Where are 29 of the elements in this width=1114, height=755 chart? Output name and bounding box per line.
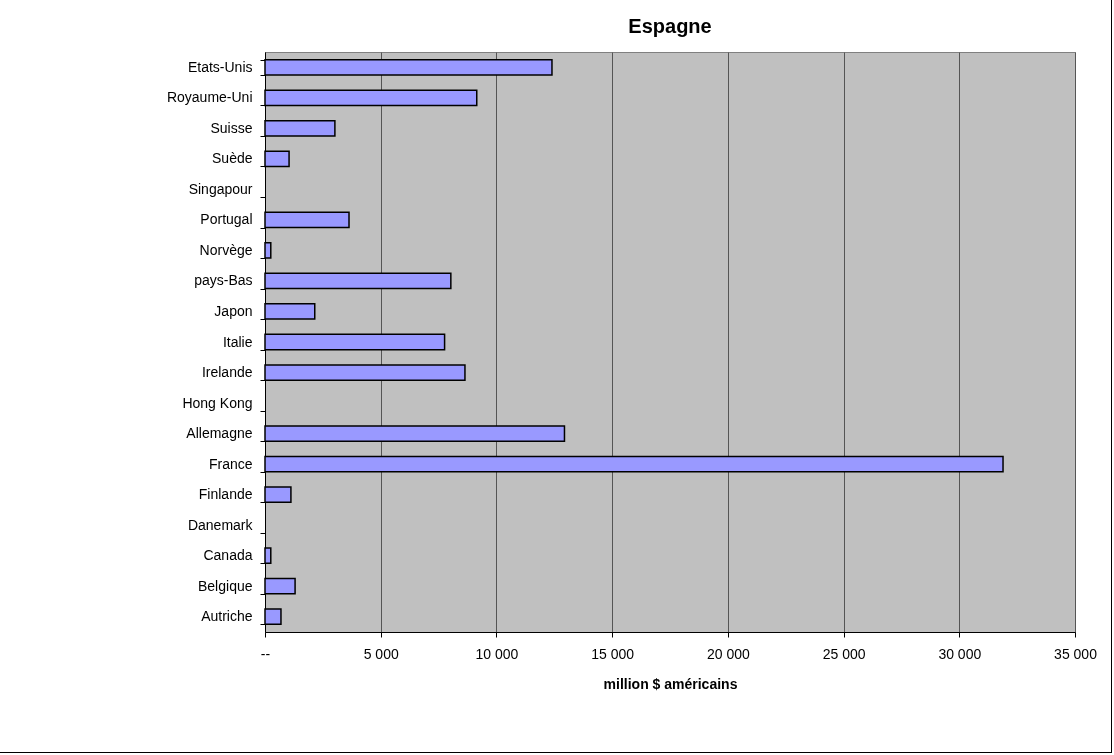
y-tick-label: Portugal: [200, 211, 253, 228]
y-tick-label: Suède: [212, 150, 253, 167]
x-axis-title: million $ américains: [603, 675, 738, 692]
y-tick-label: France: [208, 455, 253, 472]
y-tick-label: Royaume-Uni: [166, 89, 253, 106]
y-tick-label: Hong Kong: [182, 394, 253, 411]
y-tick-label: Japon: [214, 302, 253, 319]
x-tick-label: 15 000: [591, 645, 635, 662]
x-tick-label: --: [260, 645, 271, 662]
y-tick-label: Suisse: [210, 119, 253, 136]
y-tick-label: Etats-Unis: [187, 58, 253, 75]
y-tick-label: Autriche: [201, 608, 253, 625]
x-tick-label: 5 000: [363, 645, 399, 662]
y-tick-label: Canada: [203, 547, 253, 564]
y-tick-label: Belgique: [198, 577, 253, 594]
y-tick-label: Norvège: [199, 241, 253, 258]
y-tick-label: Allemagne: [186, 425, 253, 442]
y-tick-label: Italie: [222, 333, 253, 350]
x-tick-label: 20 000: [706, 645, 750, 662]
y-tick-label: pays-Bas: [194, 272, 253, 289]
x-tick-label: 10 000: [475, 645, 519, 662]
x-tick-label: 30 000: [938, 645, 982, 662]
x-tick-label: 25 000: [822, 645, 866, 662]
chart-title: Espagne: [628, 15, 712, 37]
x-tick-label: 35 000: [1054, 645, 1098, 662]
y-tick-label: Irelande: [201, 364, 253, 381]
y-tick-label: Finlande: [198, 486, 253, 503]
y-tick-label: Singapour: [188, 180, 253, 197]
y-tick-label: Danemark: [187, 516, 254, 533]
